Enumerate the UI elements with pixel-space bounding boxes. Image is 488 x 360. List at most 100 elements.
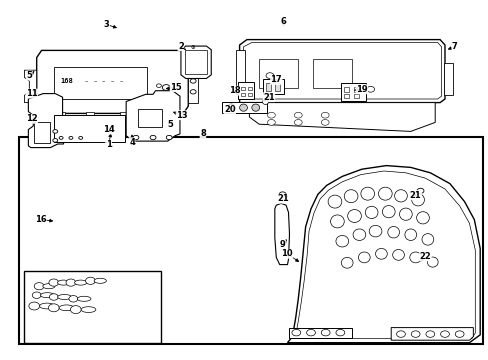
Text: ~: ~ <box>111 80 114 85</box>
Bar <box>443 63 452 95</box>
Text: 4: 4 <box>129 138 135 147</box>
Text: 5: 5 <box>167 120 173 129</box>
Circle shape <box>69 296 78 302</box>
Bar <box>341 83 365 101</box>
Bar <box>259 59 298 88</box>
Text: 11: 11 <box>26 89 38 98</box>
Bar <box>241 93 244 96</box>
Bar <box>247 93 251 96</box>
Circle shape <box>267 112 275 118</box>
Circle shape <box>440 331 448 337</box>
Polygon shape <box>24 70 37 103</box>
Ellipse shape <box>41 293 54 298</box>
Circle shape <box>416 188 423 193</box>
Ellipse shape <box>335 235 348 247</box>
Bar <box>235 50 245 94</box>
Circle shape <box>190 79 196 83</box>
Ellipse shape <box>40 303 54 309</box>
Ellipse shape <box>251 104 259 111</box>
Text: 19: 19 <box>355 85 367 94</box>
Bar <box>24 271 161 343</box>
Circle shape <box>321 329 329 336</box>
Circle shape <box>425 331 434 337</box>
Circle shape <box>410 331 419 337</box>
Ellipse shape <box>399 208 411 220</box>
Ellipse shape <box>394 190 407 202</box>
Bar <box>241 87 244 90</box>
Circle shape <box>262 100 268 104</box>
Text: ~: ~ <box>102 80 105 85</box>
Bar <box>56 112 65 121</box>
Polygon shape <box>274 203 289 265</box>
Circle shape <box>66 279 76 286</box>
Circle shape <box>70 306 81 314</box>
Ellipse shape <box>427 257 437 267</box>
Circle shape <box>454 331 463 337</box>
Text: 168: 168 <box>60 78 73 84</box>
Bar <box>238 82 253 99</box>
Circle shape <box>133 135 139 140</box>
Text: ~: ~ <box>93 80 97 85</box>
Ellipse shape <box>77 296 91 301</box>
Ellipse shape <box>387 226 399 238</box>
Text: 8: 8 <box>200 129 205 138</box>
Bar <box>247 87 251 90</box>
Ellipse shape <box>411 194 424 206</box>
Text: 1: 1 <box>105 140 111 149</box>
Bar <box>85 112 94 121</box>
Circle shape <box>162 85 170 90</box>
Circle shape <box>279 192 285 197</box>
Circle shape <box>156 84 161 87</box>
Bar <box>54 115 124 142</box>
Bar <box>263 79 283 94</box>
Ellipse shape <box>368 225 381 237</box>
Circle shape <box>306 329 315 336</box>
Circle shape <box>321 112 328 118</box>
Text: 7: 7 <box>451 42 457 51</box>
Polygon shape <box>37 50 188 113</box>
Circle shape <box>321 120 328 125</box>
Bar <box>274 83 279 91</box>
Polygon shape <box>288 328 351 338</box>
Bar <box>353 87 358 92</box>
Circle shape <box>190 68 196 72</box>
Ellipse shape <box>421 234 433 245</box>
Bar <box>222 102 266 113</box>
Circle shape <box>366 86 374 92</box>
Circle shape <box>294 112 302 118</box>
Bar <box>344 87 348 92</box>
Text: 13: 13 <box>176 111 187 120</box>
Circle shape <box>265 73 273 78</box>
Circle shape <box>190 90 196 94</box>
Ellipse shape <box>227 104 235 111</box>
Circle shape <box>79 136 82 139</box>
Ellipse shape <box>327 195 341 208</box>
Circle shape <box>150 135 156 140</box>
Ellipse shape <box>94 278 106 283</box>
Text: 5: 5 <box>26 71 32 80</box>
Text: 2: 2 <box>178 41 183 50</box>
Polygon shape <box>239 40 444 103</box>
Bar <box>312 59 351 88</box>
Ellipse shape <box>59 305 74 311</box>
Ellipse shape <box>365 206 377 219</box>
Circle shape <box>34 283 44 290</box>
Ellipse shape <box>347 210 361 222</box>
Circle shape <box>53 130 58 133</box>
Ellipse shape <box>58 280 69 285</box>
Text: 3: 3 <box>103 20 109 29</box>
Circle shape <box>335 329 344 336</box>
Text: 16: 16 <box>35 215 46 224</box>
Ellipse shape <box>352 229 365 240</box>
Text: 18: 18 <box>228 86 240 95</box>
Circle shape <box>166 135 172 140</box>
Polygon shape <box>181 46 211 78</box>
Circle shape <box>29 302 40 310</box>
Polygon shape <box>188 63 198 103</box>
Text: 12: 12 <box>26 114 38 123</box>
Text: 10: 10 <box>281 249 292 258</box>
Bar <box>344 94 348 98</box>
Ellipse shape <box>239 104 247 111</box>
Text: 20: 20 <box>224 104 235 114</box>
Bar <box>138 109 162 127</box>
